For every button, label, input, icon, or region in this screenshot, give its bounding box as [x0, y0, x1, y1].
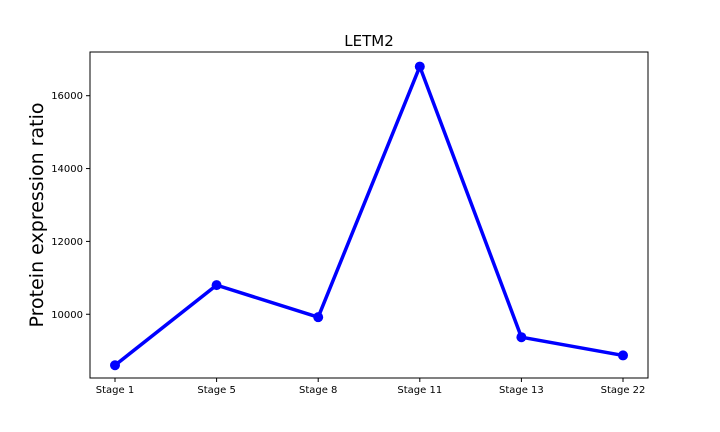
x-tick-label: Stage 5 [197, 385, 235, 396]
data-point [414, 61, 425, 72]
data-point [211, 280, 222, 291]
y-tick-label: 12000 [51, 237, 83, 248]
x-tick-label: Stage 8 [299, 385, 337, 396]
x-tick-label: Stage 22 [601, 385, 646, 396]
plot-frame [89, 51, 649, 379]
series-line [113, 64, 625, 368]
y-tick-label: 16000 [51, 91, 83, 102]
data-point [516, 332, 527, 343]
x-tick-label: Stage 1 [96, 385, 134, 396]
x-tick-label: Stage 11 [397, 385, 442, 396]
data-points [110, 61, 628, 371]
y-axis-label: Protein expression ratio [26, 103, 48, 328]
y-tick-label: 14000 [51, 164, 83, 175]
data-point [110, 360, 120, 371]
x-tick-label: Stage 13 [499, 385, 544, 396]
data-point [618, 350, 628, 361]
x-axis-ticks: Stage 1 Stage 5 Stage 8 Stage 11 Stage 13 Sta… [96, 378, 646, 396]
y-axis-ticks: 10000 12000 14000 16000 [51, 91, 90, 321]
data-point [313, 312, 324, 323]
chart-title: LETM2 [344, 32, 393, 50]
y-tick-label: 10000 [51, 310, 83, 321]
